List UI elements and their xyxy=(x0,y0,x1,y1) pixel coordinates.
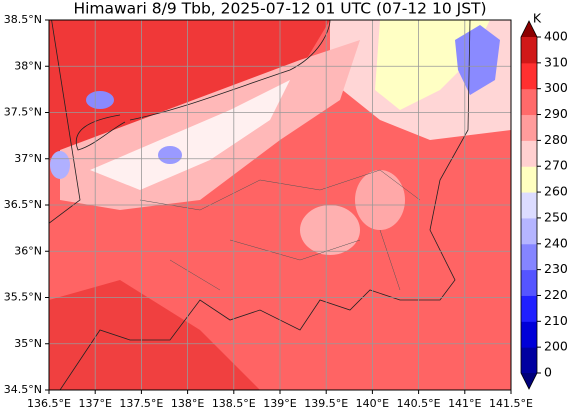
x-tick-label: 139°E xyxy=(263,397,296,409)
colorbar-label: 210 xyxy=(544,313,568,328)
colorbar-label: 290 xyxy=(544,106,568,121)
x-tick-label: 136.5°E xyxy=(27,397,71,409)
colorbar-label: 260 xyxy=(544,184,568,199)
colorbar-segment xyxy=(521,321,537,348)
colorbar-segment xyxy=(521,347,537,374)
x-tick-label: 141.5°E xyxy=(489,397,533,409)
colorbar-label: 300 xyxy=(544,80,568,95)
x-tick-label: 138.5°E xyxy=(212,397,256,409)
coastline xyxy=(49,20,81,224)
cloud-patch xyxy=(300,205,360,255)
y-tick-label: 37.5°N xyxy=(4,106,42,119)
colorbar-segment xyxy=(521,37,537,64)
x-tick-label: 137.5°E xyxy=(119,397,163,409)
coastline xyxy=(75,114,126,151)
y-tick-label: 36°N xyxy=(14,244,42,257)
x-tick-label: 141°E xyxy=(448,397,481,409)
colorbar-label: 310 xyxy=(544,54,568,69)
cloud-band xyxy=(90,80,290,190)
colorbar-label: 270 xyxy=(544,158,568,173)
y-tick-label: 38.5°N xyxy=(4,13,42,26)
colorbar-segment xyxy=(521,192,537,219)
x-tick-label: 140.5°E xyxy=(397,397,441,409)
coastline xyxy=(59,20,471,390)
x-tick-label: 138°E xyxy=(171,397,204,409)
colorbar-segment xyxy=(521,62,537,90)
y-tick-label: 37°N xyxy=(14,152,42,165)
x-tick-label: 140°E xyxy=(356,397,389,409)
prefecture-border xyxy=(139,169,421,291)
colorbar-label: 230 xyxy=(544,261,568,276)
axes: 136.5°E 137°E 137.5°E 138°E 138.5°E 139°E 139.… xyxy=(4,13,533,410)
colorbar-segment xyxy=(521,269,537,296)
y-tick-label: 34.5°N xyxy=(4,383,42,396)
y-tick-label: 36.5°N xyxy=(4,198,42,211)
colorbar-segment xyxy=(521,295,537,322)
colorbar-label: 280 xyxy=(544,132,568,147)
colorbar-segment xyxy=(521,114,537,141)
y-tick-label: 38°N xyxy=(14,59,42,72)
cold-cloud xyxy=(455,25,500,95)
cold-cloud xyxy=(158,146,182,164)
colorbar-segment xyxy=(521,217,537,245)
x-tick-label: 139.5°E xyxy=(304,397,348,409)
coastline xyxy=(129,20,331,121)
x-tick-label: 137°E xyxy=(78,397,111,409)
colorbar-label: 240 xyxy=(544,235,568,250)
colorbar-label: 400 xyxy=(544,29,568,44)
colorbar-segment xyxy=(521,243,537,271)
y-tick-label: 35.5°N xyxy=(4,291,42,304)
colorbar-label: 200 xyxy=(544,339,568,354)
colorbar-extension-high xyxy=(521,21,537,37)
colorbar-label: 220 xyxy=(544,287,568,302)
cloud-patch xyxy=(355,170,405,230)
colorbar-segment xyxy=(521,140,537,167)
colorbar-extension-low xyxy=(521,373,537,389)
colorbar-label: 250 xyxy=(544,209,568,224)
cold-cloud xyxy=(50,151,70,179)
colorbar: 0 200 210 220 230 240 250 260 270 280 290 300 310 400… xyxy=(520,11,568,390)
colorbar-unit: K xyxy=(533,11,542,26)
colorbar-segment xyxy=(521,166,537,193)
colorbar-label: 0 xyxy=(544,365,552,380)
y-tick-label: 35°N xyxy=(14,337,42,350)
imagery xyxy=(49,20,511,390)
cold-cloud xyxy=(86,91,114,109)
colorbar-segment xyxy=(521,88,537,116)
warm-patch xyxy=(49,280,260,390)
map-title: Himawari 8/9 Tbb, 2025-07-12 01 UTC (07-… xyxy=(73,0,486,18)
